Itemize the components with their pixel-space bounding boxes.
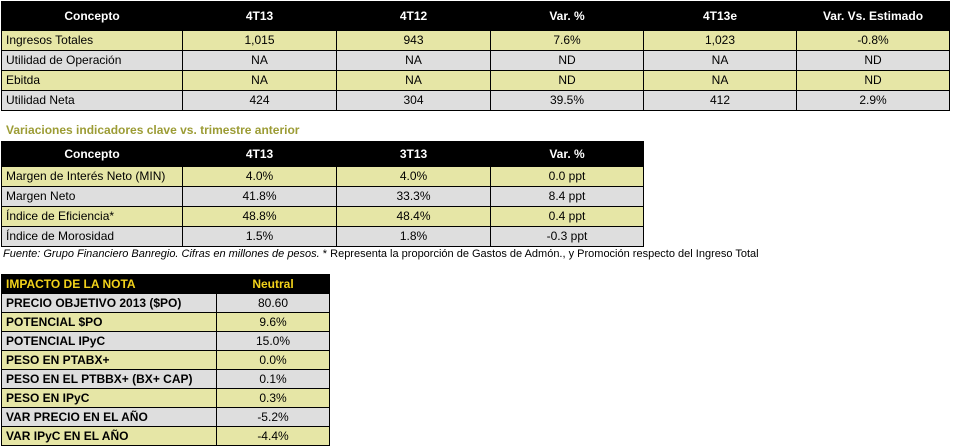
cell: 1.8%	[336, 226, 491, 247]
header-4t13: 4T13	[182, 141, 337, 167]
row-label: Ingresos Totales	[1, 30, 183, 51]
table-row: Margen Neto 41.8% 33.3% 8.4 ppt	[1, 186, 644, 207]
row-label: Margen de Interés Neto (MIN)	[1, 166, 183, 187]
table-header-row: IMPACTO DE LA NOTA Neutral	[1, 274, 330, 294]
table-header-row: Concepto 4T13 4T12 Var. % 4T13e Var. Vs.…	[1, 1, 950, 31]
row-label: PESO EN EL PTBBX+ (BX+ CAP)	[1, 369, 217, 389]
cell: -4.4%	[216, 426, 330, 446]
header-var-pct: Var. %	[490, 1, 644, 31]
table-header-row: Concepto 4T13 3T13 Var. %	[1, 141, 644, 167]
cell: 8.4 ppt	[490, 186, 644, 207]
footnote-note: * Representa la proporción de Gastos de …	[319, 248, 759, 260]
results-table: Concepto 4T13 4T12 Var. % 4T13e Var. Vs.…	[1, 1, 950, 111]
cell: 304	[336, 90, 491, 111]
cell: 0.3%	[216, 388, 330, 408]
table-row: Ingresos Totales 1,015 943 7.6% 1,023 -0…	[1, 30, 950, 51]
cell: 412	[643, 90, 797, 111]
header-4t13: 4T13	[182, 1, 337, 31]
cell: 48.8%	[182, 206, 337, 227]
cell: NA	[643, 70, 797, 91]
cell: 0.1%	[216, 369, 330, 389]
row-label: Índice de Eficiencia*	[1, 206, 183, 227]
header-4t13e: 4T13e	[643, 1, 797, 31]
row-label: VAR IPyC EN EL AÑO	[1, 426, 217, 446]
cell: 943	[336, 30, 491, 51]
row-label: PESO EN PTABX+	[1, 350, 217, 370]
impact-table: IMPACTO DE LA NOTA Neutral PRECIO OBJETI…	[1, 274, 330, 446]
table-row: Margen de Interés Neto (MIN) 4.0% 4.0% 0…	[1, 166, 644, 187]
cell: 1,015	[182, 30, 337, 51]
cell: NA	[182, 50, 337, 71]
row-label: Margen Neto	[1, 186, 183, 207]
table-row: PESO EN IPyC 0.3%	[1, 388, 330, 408]
cell: 4.0%	[336, 166, 491, 187]
cell: -5.2%	[216, 407, 330, 427]
section-subtitle: Variaciones indicadores clave vs. trimes…	[6, 123, 300, 137]
table-row: POTENCIAL IPyC 15.0%	[1, 331, 330, 351]
cell: 41.8%	[182, 186, 337, 207]
table-row: PESO EN EL PTBBX+ (BX+ CAP) 0.1%	[1, 369, 330, 389]
header-impacto: IMPACTO DE LA NOTA	[1, 274, 217, 294]
header-3t13: 3T13	[336, 141, 491, 167]
cell: 1.5%	[182, 226, 337, 247]
header-var-vs-estimado: Var. Vs. Estimado	[796, 1, 950, 31]
cell: 80.60	[216, 293, 330, 313]
table-row: Utilidad de Operación NA NA ND NA ND	[1, 50, 950, 71]
cell: 4.0%	[182, 166, 337, 187]
header-concepto: Concepto	[1, 1, 183, 31]
table-row: VAR IPyC EN EL AÑO -4.4%	[1, 426, 330, 446]
cell: 9.6%	[216, 312, 330, 332]
table-row: PESO EN PTABX+ 0.0%	[1, 350, 330, 370]
cell: NA	[336, 70, 491, 91]
cell: 7.6%	[490, 30, 644, 51]
cell: 0.0%	[216, 350, 330, 370]
table-row: POTENCIAL $PO 9.6%	[1, 312, 330, 332]
cell: 0.4 ppt	[490, 206, 644, 227]
table-row: PRECIO OBJETIVO 2013 ($PO) 80.60	[1, 293, 330, 313]
header-concepto: Concepto	[1, 141, 183, 167]
cell: NA	[643, 50, 797, 71]
row-label: POTENCIAL IPyC	[1, 331, 217, 351]
table-row: Índice de Eficiencia* 48.8% 48.4% 0.4 pp…	[1, 206, 644, 227]
row-label: PRECIO OBJETIVO 2013 ($PO)	[1, 293, 217, 313]
row-label: VAR PRECIO EN EL AÑO	[1, 407, 217, 427]
cell: NA	[336, 50, 491, 71]
header-4t12: 4T12	[336, 1, 491, 31]
table-row: Índice de Morosidad 1.5% 1.8% -0.3 ppt	[1, 226, 644, 247]
footnote-source: Fuente: Grupo Financiero Banregio. Cifra…	[3, 248, 320, 260]
cell: 48.4%	[336, 206, 491, 227]
row-label: Ebitda	[1, 70, 183, 91]
table-row: Ebitda NA NA ND NA ND	[1, 70, 950, 91]
footnote: Fuente: Grupo Financiero Banregio. Cifra…	[3, 248, 759, 260]
cell: 2.9%	[796, 90, 950, 111]
row-label: Índice de Morosidad	[1, 226, 183, 247]
cell: 39.5%	[490, 90, 644, 111]
header-var-pct: Var. %	[490, 141, 644, 167]
cell: ND	[796, 70, 950, 91]
row-label: PESO EN IPyC	[1, 388, 217, 408]
row-label: Utilidad Neta	[1, 90, 183, 111]
row-label: Utilidad de Operación	[1, 50, 183, 71]
cell: 15.0%	[216, 331, 330, 351]
indicators-table: Concepto 4T13 3T13 Var. % Margen de Inte…	[1, 141, 644, 247]
cell: NA	[182, 70, 337, 91]
header-neutral: Neutral	[216, 274, 330, 294]
cell: -0.8%	[796, 30, 950, 51]
cell: 1,023	[643, 30, 797, 51]
cell: ND	[796, 50, 950, 71]
cell: 33.3%	[336, 186, 491, 207]
cell: ND	[490, 50, 644, 71]
row-label: POTENCIAL $PO	[1, 312, 217, 332]
table-row: Utilidad Neta 424 304 39.5% 412 2.9%	[1, 90, 950, 111]
cell: ND	[490, 70, 644, 91]
cell: -0.3 ppt	[490, 226, 644, 247]
cell: 424	[182, 90, 337, 111]
table-row: VAR PRECIO EN EL AÑO -5.2%	[1, 407, 330, 427]
cell: 0.0 ppt	[490, 166, 644, 187]
